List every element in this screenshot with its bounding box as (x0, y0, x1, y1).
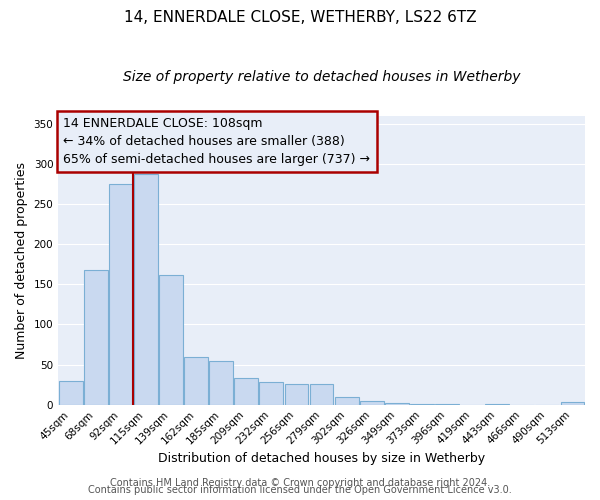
Text: 14 ENNERDALE CLOSE: 108sqm
← 34% of detached houses are smaller (388)
65% of sem: 14 ENNERDALE CLOSE: 108sqm ← 34% of deta… (64, 117, 370, 166)
Text: Contains HM Land Registry data © Crown copyright and database right 2024.: Contains HM Land Registry data © Crown c… (110, 478, 490, 488)
Bar (109, 184, 133, 404)
Bar (259, 382, 283, 404)
X-axis label: Distribution of detached houses by size in Wetherby: Distribution of detached houses by size … (158, 452, 485, 465)
Bar (560, 402, 584, 404)
Bar (209, 362, 233, 405)
Bar (360, 400, 383, 404)
Bar (84, 270, 108, 404)
Y-axis label: Number of detached properties: Number of detached properties (15, 162, 28, 358)
Bar (59, 382, 83, 404)
Bar (284, 384, 308, 404)
Bar (184, 358, 208, 405)
Title: Size of property relative to detached houses in Wetherby: Size of property relative to detached ho… (123, 70, 520, 84)
Text: 14, ENNERDALE CLOSE, WETHERBY, LS22 6TZ: 14, ENNERDALE CLOSE, WETHERBY, LS22 6TZ (124, 10, 476, 25)
Text: Contains public sector information licensed under the Open Government Licence v3: Contains public sector information licen… (88, 485, 512, 495)
Bar (385, 403, 409, 404)
Bar (335, 396, 359, 404)
Bar (134, 174, 158, 404)
Bar (235, 378, 258, 404)
Bar (310, 384, 334, 404)
Bar (159, 274, 183, 404)
